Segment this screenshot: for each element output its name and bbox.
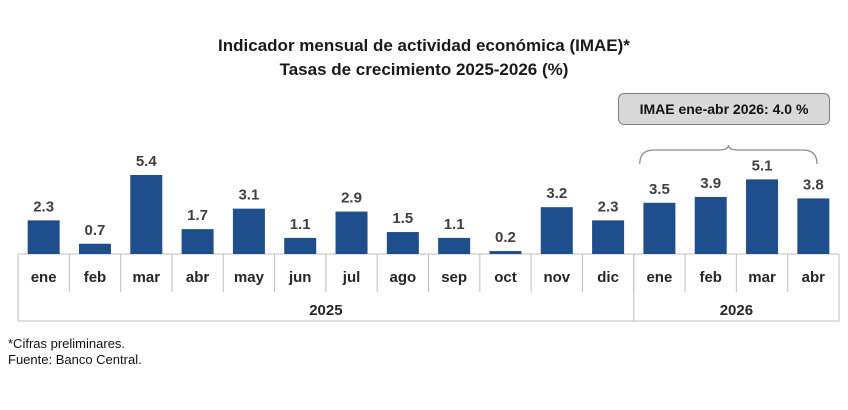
value-label-2: 5.4 (136, 153, 158, 170)
bar-10 (540, 207, 573, 254)
bar-4 (232, 208, 265, 254)
category-label-4: may (234, 269, 265, 286)
bar-9 (489, 251, 522, 254)
bar-15 (797, 198, 830, 254)
category-label-3: abr (186, 269, 210, 286)
bar-12 (643, 202, 676, 254)
bar-5 (284, 237, 317, 254)
value-label-6: 2.9 (341, 190, 362, 207)
value-label-1: 0.7 (85, 222, 106, 239)
bar-11 (592, 220, 625, 254)
category-label-14: mar (748, 269, 776, 286)
footnote-preliminary: *Cifras preliminares. (8, 336, 126, 351)
chart-title: Indicador mensual de actividad económica… (218, 36, 630, 55)
value-label-10: 3.2 (546, 185, 567, 202)
value-label-0: 2.3 (33, 198, 54, 215)
category-label-1: feb (84, 269, 107, 286)
bar-14 (746, 179, 779, 254)
callout-box: IMAE ene-abr 2026: 4.0 % (618, 93, 830, 125)
value-label-5: 1.1 (290, 216, 311, 233)
value-label-13: 3.9 (700, 175, 721, 192)
category-label-10: nov (543, 269, 570, 286)
value-label-3: 1.7 (187, 207, 208, 224)
footnote-source: Fuente: Banco Central. (8, 352, 142, 367)
category-label-12: ene (646, 269, 672, 286)
bar-6 (335, 211, 368, 254)
category-label-6: jul (342, 269, 361, 286)
value-label-4: 3.1 (238, 187, 259, 204)
category-label-15: abr (802, 269, 826, 286)
bar-chart: 2.3 ene 0.7 feb 5.4 mar 1.7 abr 3.1 may 1.1 jun 2.9 j… (17, 144, 840, 322)
category-label-2: mar (133, 269, 161, 286)
category-label-9: oct (494, 269, 517, 286)
category-label-7: ago (390, 269, 417, 286)
value-label-14: 5.1 (752, 157, 773, 174)
group-label-1: 2026 (720, 302, 753, 319)
bar-8 (438, 237, 471, 254)
bar-13 (694, 196, 727, 254)
brace-2026 (639, 144, 818, 165)
category-label-8: sep (441, 269, 467, 286)
bar-3 (181, 229, 214, 254)
category-label-5: jun (288, 269, 312, 286)
bar-0 (27, 220, 60, 254)
bar-2 (130, 175, 163, 254)
group-label-0: 2025 (309, 302, 342, 319)
value-label-7: 1.5 (392, 210, 413, 227)
value-label-9: 0.2 (495, 229, 516, 246)
chart-subtitle: Tasas de crecimiento 2025-2026 (%) (279, 60, 569, 79)
value-label-12: 3.5 (649, 181, 670, 198)
category-label-13: feb (699, 269, 722, 286)
category-label-0: ene (31, 269, 57, 286)
value-label-8: 1.1 (444, 216, 465, 233)
bar-1 (78, 243, 111, 254)
bar-7 (386, 232, 419, 254)
value-label-15: 3.8 (803, 176, 824, 193)
category-label-11: dic (597, 269, 619, 286)
value-label-11: 2.3 (598, 198, 619, 215)
